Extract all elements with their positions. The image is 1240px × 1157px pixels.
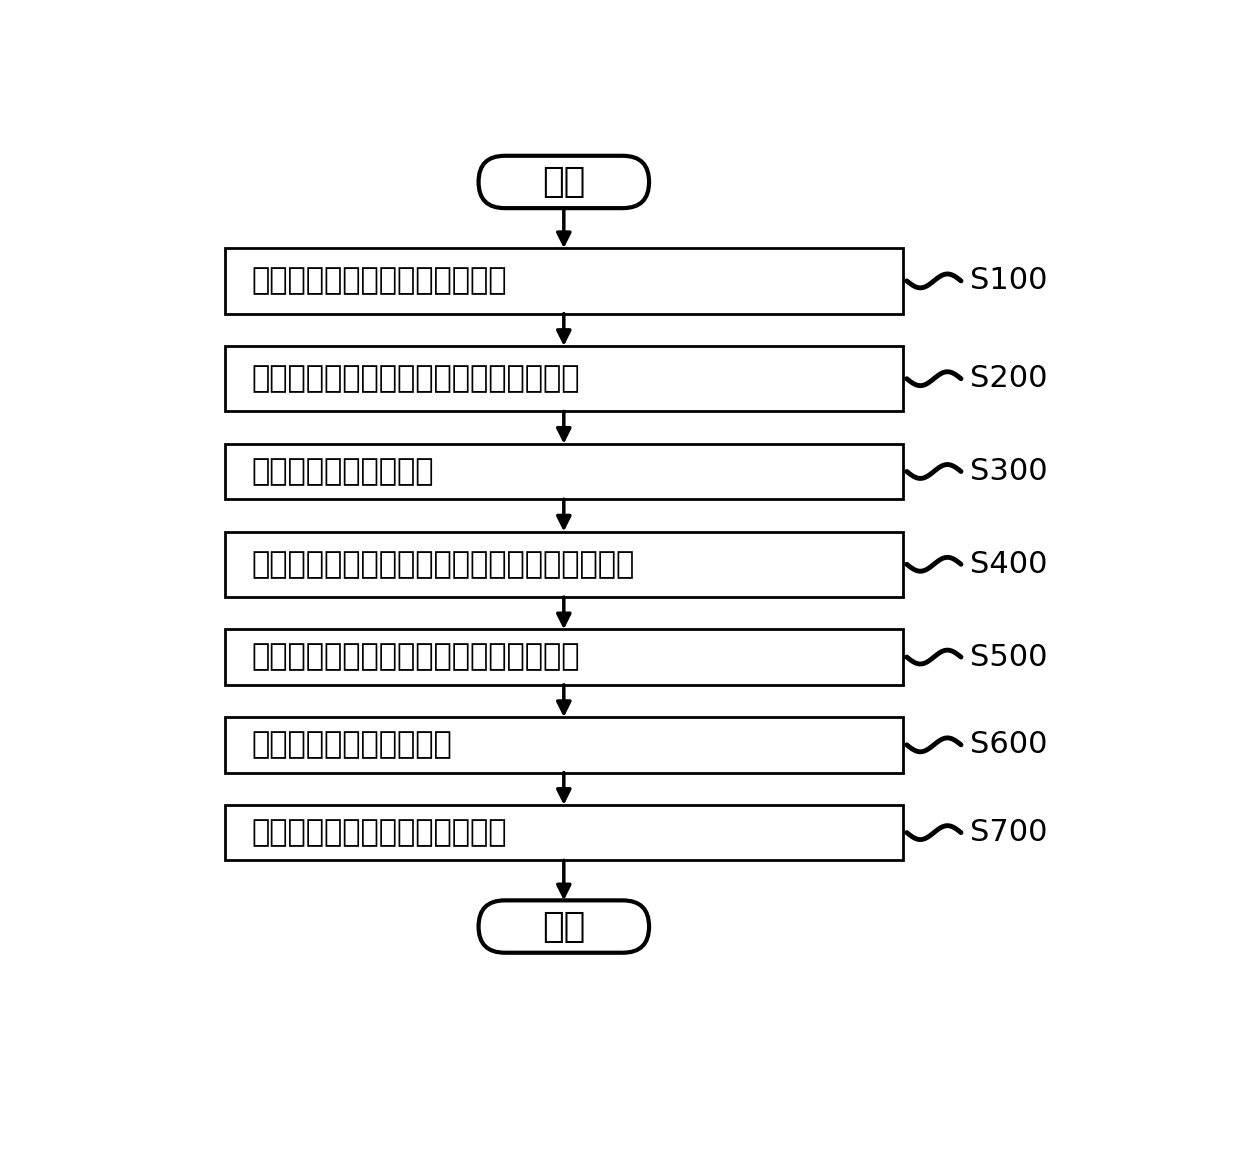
FancyBboxPatch shape bbox=[479, 900, 649, 952]
Text: S400: S400 bbox=[971, 550, 1048, 578]
Text: S600: S600 bbox=[971, 730, 1048, 759]
Text: 掎进机持续进行巧道的截割作业: 掎进机持续进行巧道的截割作业 bbox=[252, 266, 507, 295]
FancyBboxPatch shape bbox=[479, 156, 649, 208]
Bar bbox=[224, 717, 903, 773]
Text: S100: S100 bbox=[971, 266, 1048, 295]
Bar bbox=[224, 249, 903, 314]
Text: 完成巧道的临时支护和锄固支护: 完成巧道的临时支护和锄固支护 bbox=[252, 818, 507, 847]
Text: 开始: 开始 bbox=[542, 165, 585, 199]
Text: 固定端头支架和集控平台: 固定端头支架和集控平台 bbox=[252, 730, 453, 759]
Bar bbox=[224, 531, 903, 597]
Bar bbox=[224, 444, 903, 499]
Text: S700: S700 bbox=[971, 818, 1048, 847]
Text: 移架小车吊起端头支架: 移架小车吊起端头支架 bbox=[252, 457, 434, 486]
Text: S500: S500 bbox=[971, 642, 1048, 671]
Bar bbox=[224, 629, 903, 685]
Text: S300: S300 bbox=[971, 457, 1048, 486]
Text: 移架小车移动端头支架至少一个锄杆排距: 移架小车移动端头支架至少一个锄杆排距 bbox=[252, 642, 580, 671]
Text: 结束: 结束 bbox=[542, 909, 585, 944]
Text: S200: S200 bbox=[971, 364, 1048, 393]
Bar bbox=[224, 805, 903, 861]
Text: 掎进机、集控平台和轨道移动至少一个锄杆排距: 掎进机、集控平台和轨道移动至少一个锄杆排距 bbox=[252, 550, 635, 578]
Bar bbox=[224, 346, 903, 412]
Text: 掎进机完成至少一个锄杆排距的截割作业: 掎进机完成至少一个锄杆排距的截割作业 bbox=[252, 364, 580, 393]
